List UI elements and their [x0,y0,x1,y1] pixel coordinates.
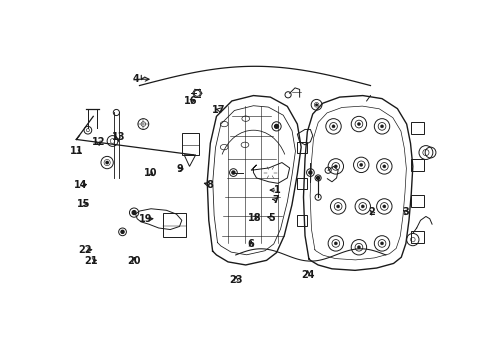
Bar [163,213,186,237]
Circle shape [334,165,337,168]
Circle shape [316,104,318,105]
Bar [297,215,307,226]
Text: 12: 12 [92,136,105,147]
Circle shape [360,163,363,166]
Text: 14: 14 [74,180,87,190]
Bar [411,231,424,243]
Text: 11: 11 [70,146,84,156]
Circle shape [357,246,361,249]
Circle shape [381,242,384,245]
Bar [297,142,307,153]
Text: 13: 13 [112,132,125,143]
Text: 8: 8 [206,180,213,190]
Text: 10: 10 [145,168,158,179]
Text: 15: 15 [76,199,90,209]
Text: 16: 16 [184,96,197,107]
Text: 5: 5 [269,213,275,223]
Text: 24: 24 [301,270,315,280]
Text: 1: 1 [274,185,281,195]
Circle shape [332,125,335,128]
Circle shape [337,205,340,208]
Bar [411,195,424,207]
Bar [411,122,424,134]
Text: 6: 6 [248,239,254,249]
Circle shape [317,176,319,180]
Circle shape [383,205,386,208]
Text: 17: 17 [212,105,226,115]
Circle shape [383,165,386,168]
Text: 20: 20 [127,256,141,266]
Text: 2: 2 [368,207,375,217]
Circle shape [132,211,136,215]
Circle shape [381,125,384,128]
Circle shape [455,148,458,151]
Text: 23: 23 [229,275,243,285]
Text: 22: 22 [78,245,92,255]
Circle shape [361,205,365,208]
Bar [182,133,199,155]
Bar [411,159,424,171]
Circle shape [357,122,361,126]
Text: 18: 18 [248,213,262,223]
Circle shape [309,171,312,174]
Text: 3: 3 [402,207,409,217]
Bar [297,178,307,189]
Text: 21: 21 [84,256,98,266]
Circle shape [232,171,235,174]
Text: 19: 19 [139,214,152,224]
Text: 9: 9 [176,164,183,174]
Circle shape [334,242,337,245]
Circle shape [106,161,108,164]
Circle shape [121,230,124,233]
Text: 7: 7 [272,195,279,205]
Circle shape [274,125,278,128]
Text: 4: 4 [133,74,140,84]
